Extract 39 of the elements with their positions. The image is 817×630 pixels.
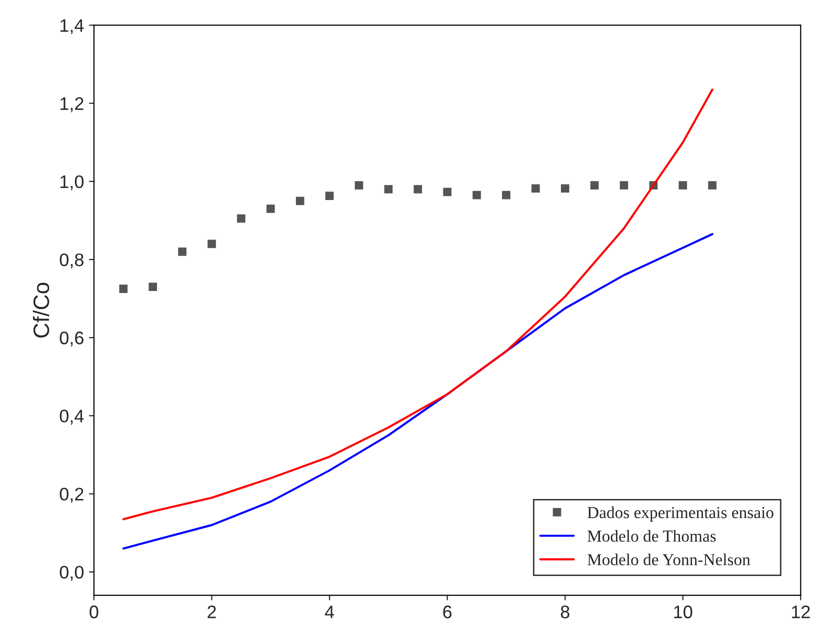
point [531, 184, 540, 193]
point [148, 282, 158, 292]
y-tick-label: 0,2 [60, 488, 84, 503]
point [678, 181, 688, 190]
legend-label: Modelo de Yonn-Nelson [587, 554, 750, 566]
point [325, 192, 334, 200]
y-tick-label: 1,0 [60, 175, 84, 190]
point [208, 240, 216, 248]
y-tick-label: 0,8 [60, 253, 84, 268]
y-tick-label: 1,2 [60, 97, 84, 112]
point [708, 181, 716, 190]
y-tick-label: 0,6 [60, 332, 84, 346]
point [620, 181, 628, 190]
point [354, 181, 364, 190]
x-tick-label: 0 [90, 606, 98, 618]
point [178, 248, 186, 256]
point [296, 196, 304, 206]
point [384, 185, 393, 194]
point [266, 204, 275, 213]
y-tick-label: 0,4 [60, 410, 84, 425]
x-tick-label: 4 [324, 606, 334, 618]
legend-label: Dados experimentais ensaio [587, 506, 774, 522]
x-tick-label: 2 [208, 606, 216, 618]
point [502, 190, 510, 200]
point [237, 214, 246, 223]
point [443, 188, 452, 196]
y-axis-title: Cf/Co [32, 282, 50, 338]
point [414, 185, 422, 194]
point [472, 190, 481, 200]
x-tick-label: 10 [674, 606, 692, 618]
y-tick-label: 1,4 [60, 19, 84, 34]
legend-label: Modelo de Thomas [587, 530, 716, 542]
x-tick-label: 8 [560, 606, 570, 618]
point [119, 284, 128, 293]
point [560, 184, 570, 193]
y-tick-label: 0,0 [60, 566, 84, 581]
x-tick-label: 12 [792, 606, 810, 618]
point [590, 181, 599, 190]
x-tick-label: 6 [443, 606, 452, 618]
